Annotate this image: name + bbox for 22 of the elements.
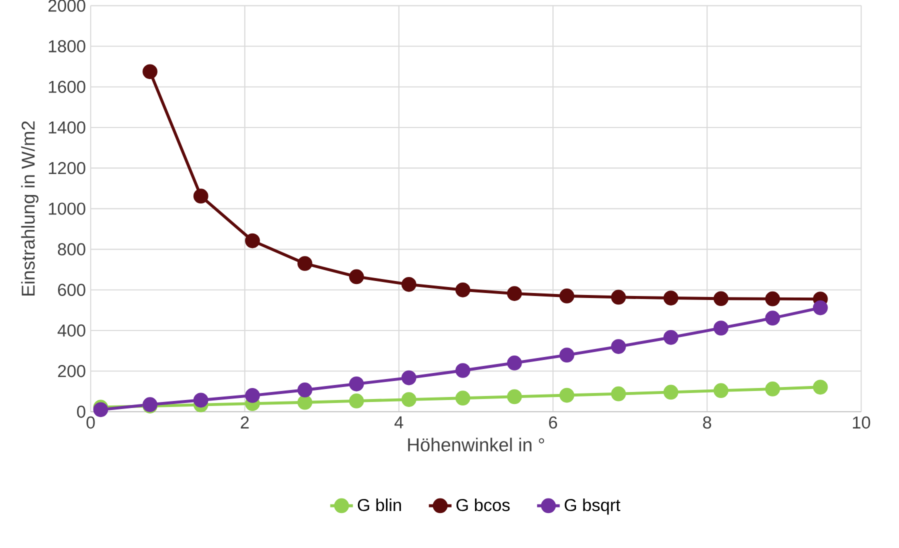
y-tick-label: 0 <box>77 406 86 418</box>
x-tick-label: 2 <box>240 416 249 429</box>
y-tick-label: 1000 <box>48 202 86 215</box>
y-tick-label: 1200 <box>48 162 86 174</box>
x-tick-label: 6 <box>549 416 558 429</box>
legend-label: G bcos <box>456 498 510 512</box>
x-axis-title: Höhenwinkel in ° <box>408 438 544 452</box>
x-tick-label: 4 <box>394 416 404 428</box>
y-tick-label: 800 <box>58 243 86 256</box>
y-tick-label: 200 <box>58 365 86 378</box>
x-tick-label: 10 <box>852 416 870 429</box>
legend-label: G bsqrt <box>564 498 620 515</box>
y-tick-label: 2000 <box>48 0 86 12</box>
x-tick-label: 0 <box>86 416 95 429</box>
legend-label: G blin <box>358 498 401 512</box>
y-tick-label: 400 <box>58 324 86 337</box>
x-tick-label: 8 <box>703 416 712 429</box>
y-tick-label: 1400 <box>48 122 86 134</box>
y-tick-label: 1600 <box>48 80 86 94</box>
y-axis-title: Einstrahlung in W/m2 <box>21 121 38 296</box>
y-tick-label: 1800 <box>48 40 86 53</box>
y-tick-label: 600 <box>58 284 86 296</box>
